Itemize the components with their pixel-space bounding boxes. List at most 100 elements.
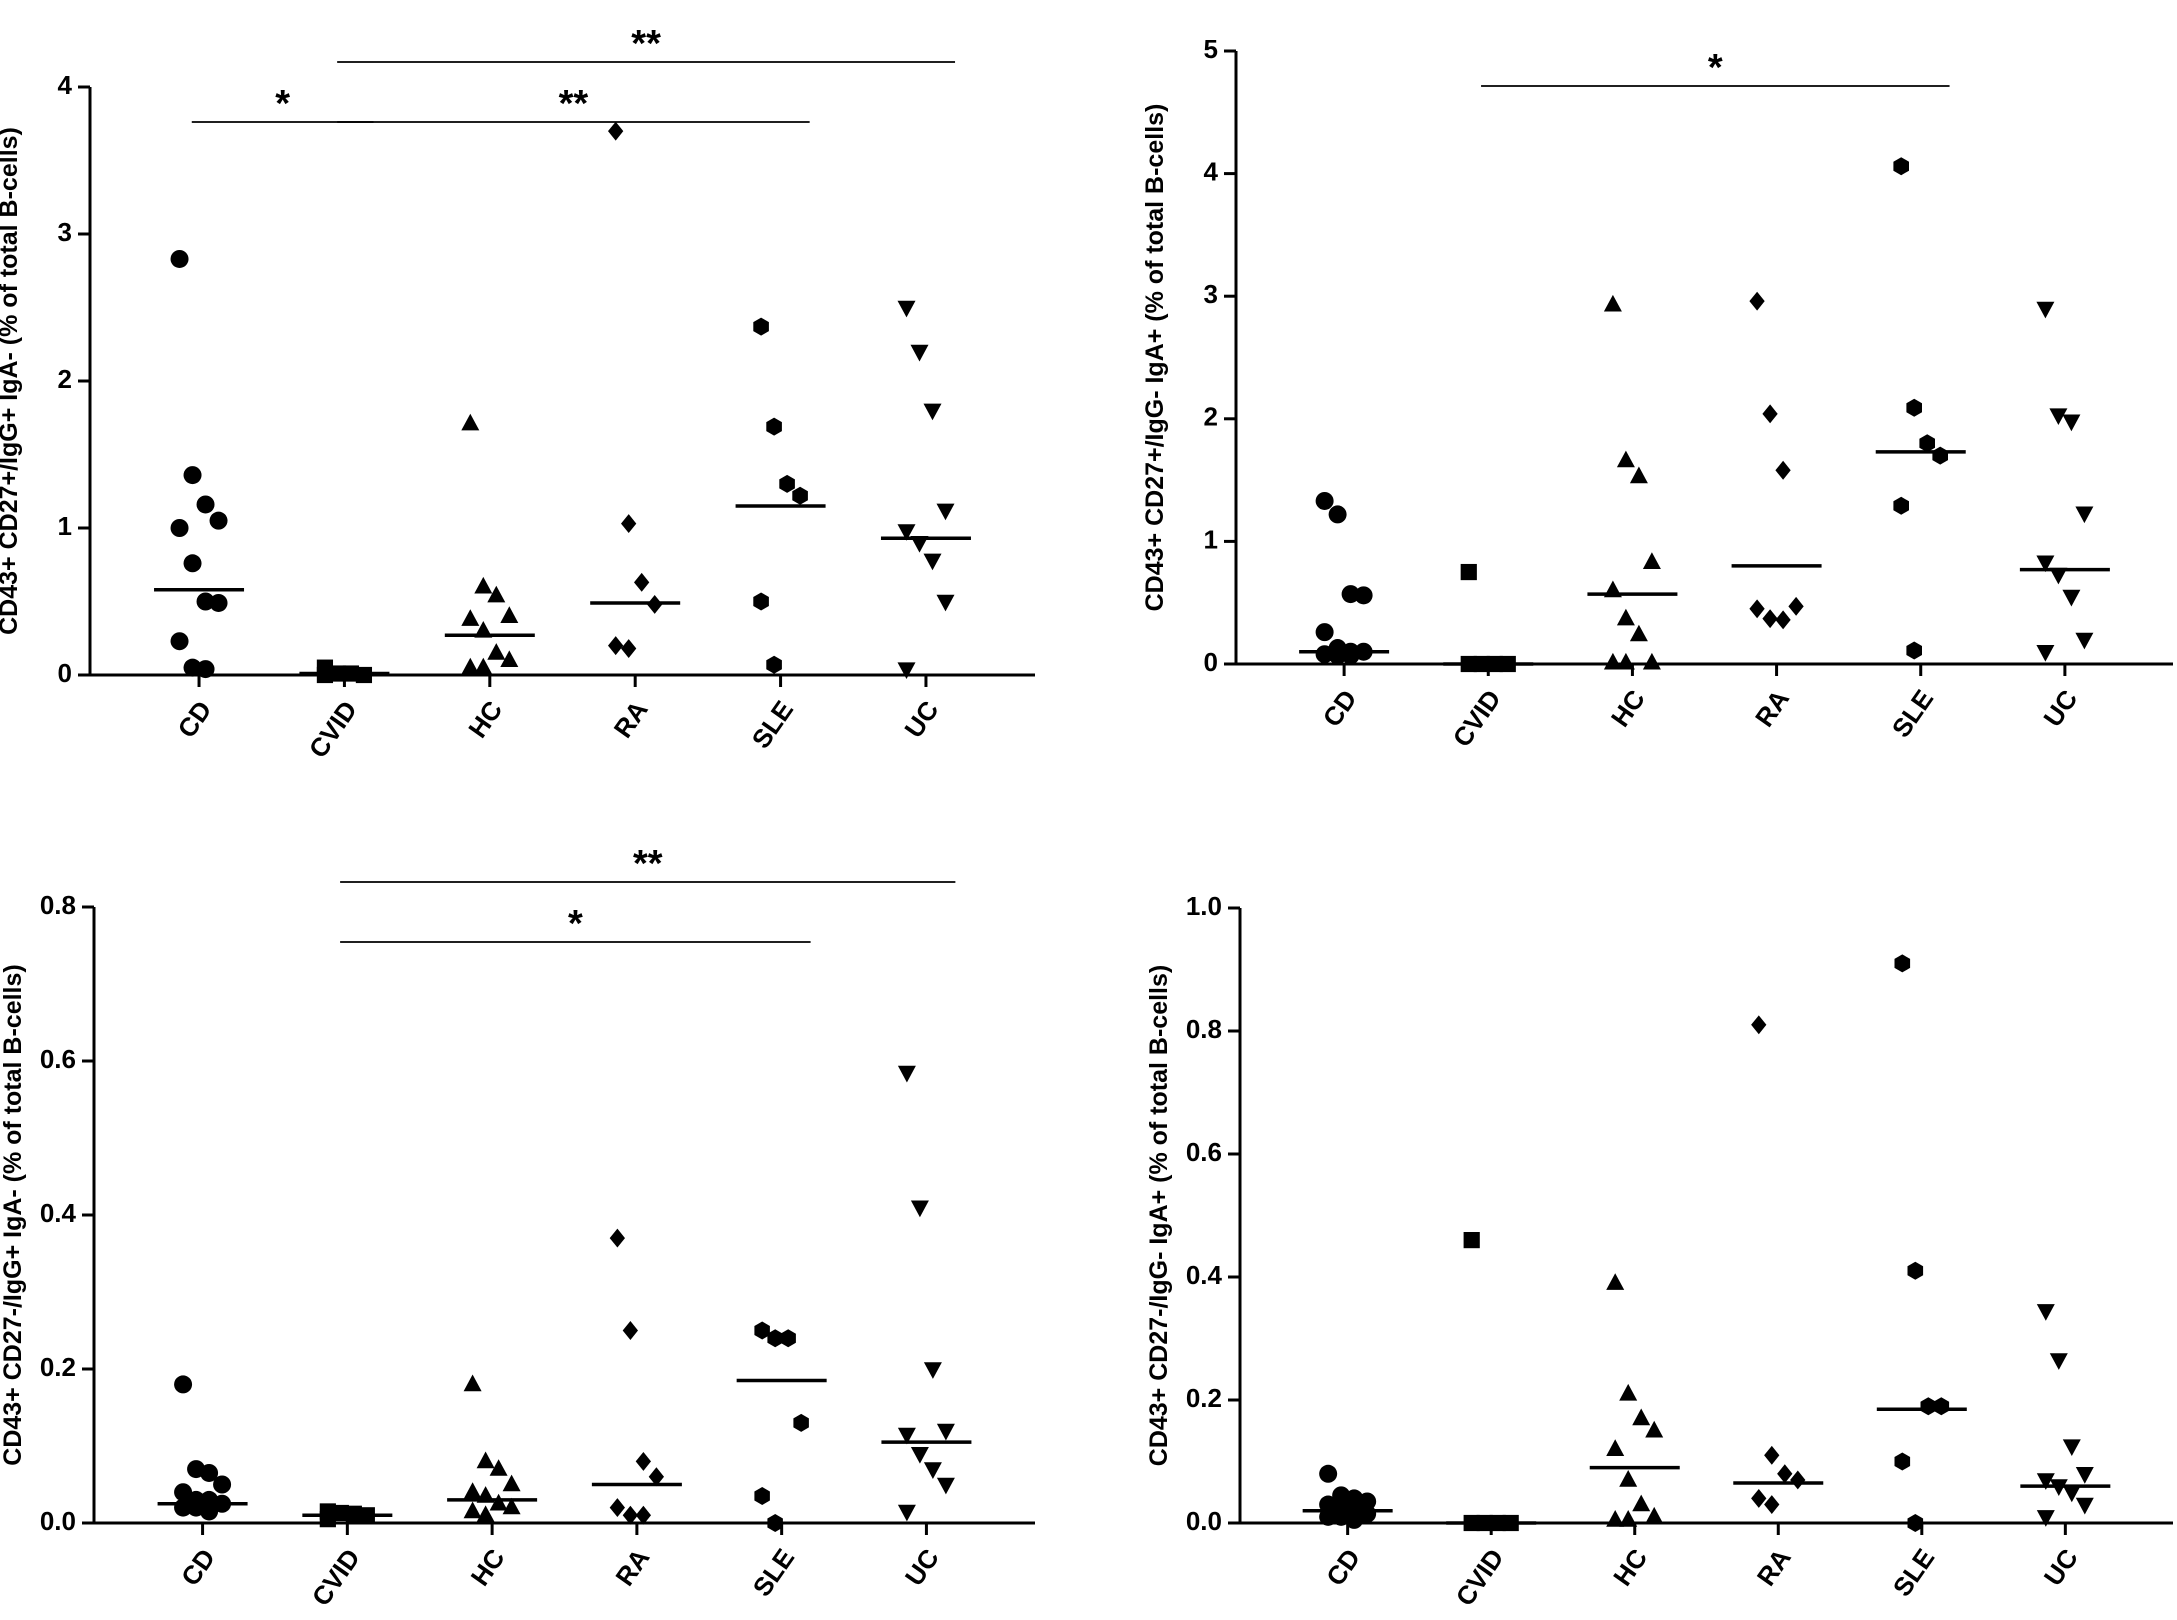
- point: [635, 1452, 651, 1471]
- x-tick-label: HC: [1605, 684, 1651, 732]
- point: [1603, 652, 1622, 670]
- x-tick-label: HC: [465, 1543, 511, 1591]
- point: [1894, 1452, 1911, 1471]
- x-tick-label: CD: [1320, 1543, 1366, 1591]
- point: [1463, 1232, 1480, 1249]
- point: [474, 621, 493, 638]
- point: [1328, 505, 1347, 524]
- point: [910, 1200, 929, 1218]
- x-tick-label: SLE: [1886, 684, 1940, 743]
- point: [910, 1447, 929, 1464]
- y-tick-label: 0.0: [40, 1506, 76, 1536]
- y-tick-label: 5: [1204, 34, 1218, 64]
- point: [792, 486, 808, 505]
- x-tick-label: CD: [175, 1543, 221, 1591]
- point: [461, 609, 480, 626]
- point: [476, 1505, 495, 1522]
- point: [923, 403, 942, 421]
- y-tick-label: 4: [1204, 156, 1219, 186]
- point: [183, 658, 202, 677]
- point: [1777, 1464, 1793, 1484]
- x-tick-label: SLE: [1887, 1543, 1941, 1602]
- panel: 0.0 0.2 0.4 0.6 0.8 1.0 CD43+ CD27-/IgG- IgA+ …: [1145, 891, 2173, 1611]
- point: [766, 655, 782, 674]
- point: [936, 1477, 955, 1495]
- point: [1933, 1397, 1950, 1416]
- y-tick-label: 2: [58, 364, 72, 394]
- significance-label: **: [559, 83, 589, 125]
- y-axis-label: CD43+ CD27-/IgG+ IgA- (% of total B-cell…: [0, 964, 27, 1465]
- point: [2049, 567, 2068, 585]
- point: [621, 514, 637, 533]
- point: [2062, 414, 2081, 432]
- y-tick-label: 3: [1204, 279, 1218, 309]
- point: [766, 417, 782, 436]
- point: [461, 657, 480, 675]
- point: [1629, 624, 1648, 642]
- y-tick-label: 0.4: [40, 1198, 77, 1228]
- point: [174, 1375, 193, 1394]
- y-tick-label: 2: [1204, 402, 1218, 432]
- x-tick-label: UC: [2037, 684, 2083, 732]
- point: [487, 643, 506, 660]
- y-tick-label: 0: [1204, 647, 1218, 677]
- point: [474, 576, 493, 594]
- point: [1906, 398, 1922, 417]
- point: [500, 606, 519, 623]
- point: [1919, 434, 1935, 453]
- point: [923, 1462, 942, 1479]
- point: [463, 1482, 482, 1499]
- point: [754, 1321, 770, 1340]
- point: [2036, 1473, 2055, 1490]
- y-tick-label: 0.2: [40, 1352, 76, 1382]
- point: [1616, 450, 1635, 468]
- y-tick-label: 0.4: [1186, 1260, 1223, 1290]
- point: [2036, 645, 2055, 662]
- point: [753, 317, 769, 336]
- y-axis-label: CD43+ CD27+/IgG+ IgA- (% of total B-cell…: [0, 127, 23, 635]
- point: [1775, 610, 1791, 630]
- point: [489, 1493, 508, 1511]
- point: [1341, 646, 1360, 665]
- point: [622, 1505, 638, 1525]
- point: [897, 300, 916, 318]
- point: [170, 519, 189, 537]
- point: [500, 650, 519, 667]
- point: [1606, 1273, 1625, 1290]
- point: [2075, 1467, 2094, 1484]
- point: [1775, 460, 1791, 480]
- point: [209, 593, 228, 612]
- point: [753, 592, 769, 611]
- point: [1341, 585, 1360, 604]
- point: [474, 657, 493, 675]
- point: [1315, 645, 1334, 664]
- point: [2036, 555, 2055, 573]
- point: [936, 1423, 955, 1441]
- x-tick-label: HC: [462, 695, 508, 743]
- y-tick-label: 0: [58, 658, 72, 688]
- point: [1315, 623, 1334, 642]
- point: [2036, 1304, 2055, 1321]
- point: [2062, 1485, 2081, 1503]
- y-tick-label: 4: [58, 70, 73, 100]
- point: [1788, 596, 1804, 616]
- point: [1354, 586, 1373, 605]
- point: [910, 536, 929, 553]
- point: [2049, 1353, 2068, 1370]
- point: [1894, 954, 1911, 973]
- point: [1460, 563, 1477, 581]
- point: [609, 1498, 625, 1517]
- point: [209, 511, 228, 530]
- point: [1893, 157, 1909, 176]
- point: [923, 553, 942, 571]
- point: [319, 1511, 336, 1528]
- point: [196, 660, 215, 679]
- y-tick-label: 0.2: [1186, 1383, 1222, 1413]
- point: [1749, 599, 1765, 619]
- point: [1315, 491, 1334, 510]
- point: [463, 1501, 482, 1519]
- point: [609, 1228, 625, 1248]
- point: [174, 1483, 193, 1502]
- point: [1606, 1510, 1625, 1527]
- point: [608, 636, 624, 656]
